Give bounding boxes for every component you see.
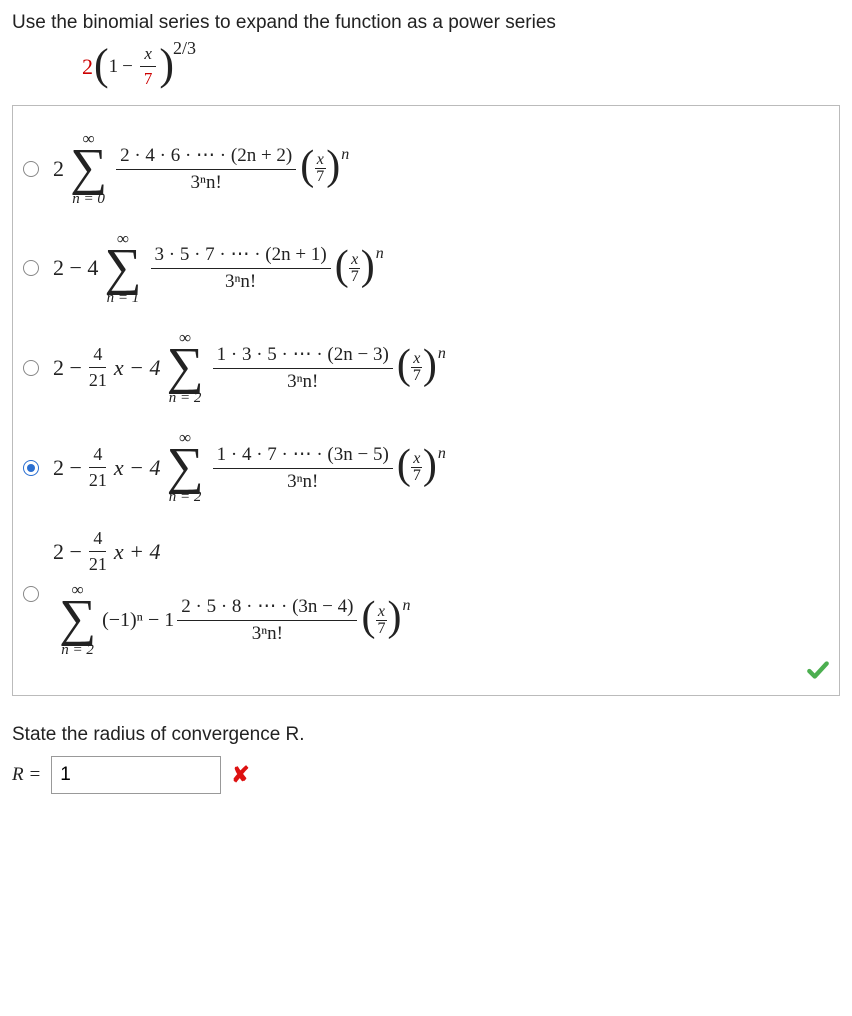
- answer-label: R =: [12, 764, 41, 786]
- radio-1[interactable]: [23, 161, 39, 177]
- sigma-icon: ∞ ∑ n = 2: [167, 429, 204, 507]
- radio-4[interactable]: [23, 460, 39, 476]
- radio-2[interactable]: [23, 260, 39, 276]
- option-3[interactable]: 2 − 4 21 x − 4 ∞ ∑ n = 2 1 · 3 · 5 · ⋯ ·…: [23, 329, 829, 407]
- answer-row: R = ✘: [12, 756, 840, 794]
- sigma-icon: ∞ ∑ n = 1: [104, 230, 141, 308]
- radius-prompt: State the radius of convergence R.: [12, 724, 840, 746]
- radio-3[interactable]: [23, 360, 39, 376]
- option-2[interactable]: 2 − 4 ∞ ∑ n = 1 3 · 5 · 7 · ⋯ · (2n + 1)…: [23, 230, 829, 308]
- question-prompt: Use the binomial series to expand the fu…: [12, 12, 840, 34]
- incorrect-x-icon: ✘: [231, 762, 249, 788]
- correct-check-icon: [805, 657, 831, 689]
- sigma-icon: ∞ ∑ n = 2: [167, 329, 204, 407]
- option-4[interactable]: 2 − 4 21 x − 4 ∞ ∑ n = 2 1 · 4 · 7 · ⋯ ·…: [23, 429, 829, 507]
- option-1[interactable]: 2 ∞ ∑ n = 0 2 · 4 · 6 · ⋯ · (2n + 2) 3ⁿn…: [23, 130, 829, 208]
- function-expression: 2 ( 1 − x 7 ) 2/3: [82, 44, 840, 89]
- sigma-icon: ∞ ∑ n = 0: [70, 130, 107, 208]
- option-5[interactable]: 2 − 4 21 x + 4 ∞ ∑ n = 2 (−1)ⁿ − 1 2 · 5…: [23, 528, 829, 659]
- options-container: 2 ∞ ∑ n = 0 2 · 4 · 6 · ⋯ · (2n + 2) 3ⁿn…: [12, 105, 840, 696]
- radius-input[interactable]: [51, 756, 221, 794]
- sigma-icon: ∞ ∑ n = 2: [59, 581, 96, 659]
- radio-5[interactable]: [23, 586, 39, 602]
